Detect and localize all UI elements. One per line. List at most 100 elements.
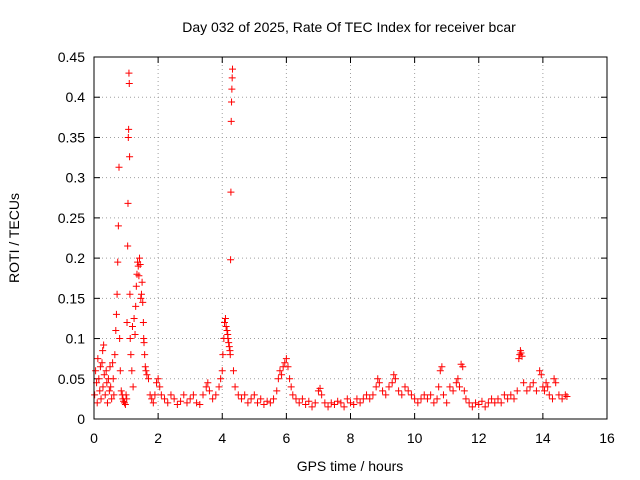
data-point (126, 153, 134, 161)
data-point (107, 383, 115, 391)
data-point (135, 272, 143, 280)
data-point (103, 379, 111, 387)
data-point (340, 403, 348, 411)
y-tick-label: 0.3 (66, 170, 86, 186)
y-tick-label: 0.2 (66, 250, 86, 266)
data-point (92, 367, 100, 375)
data-point (139, 298, 147, 306)
data-point (134, 262, 142, 270)
data-point (128, 322, 136, 330)
data-point (149, 399, 157, 407)
data-point (99, 383, 107, 391)
data-point (189, 391, 197, 399)
data-point (145, 375, 153, 383)
data-point (465, 399, 473, 407)
data-point (435, 383, 443, 391)
data-point (141, 363, 149, 371)
data-point (481, 403, 489, 411)
data-point (100, 371, 108, 379)
data-point (379, 387, 387, 395)
data-point (278, 371, 286, 379)
data-point (97, 395, 105, 403)
data-point (137, 290, 145, 298)
data-point (212, 391, 220, 399)
data-point (353, 395, 361, 403)
data-point (225, 343, 233, 351)
x-tick-label: 16 (599, 430, 615, 446)
y-tick-label: 0 (77, 411, 85, 427)
data-point (398, 391, 406, 399)
data-point (228, 74, 236, 82)
data-point (91, 391, 99, 399)
data-point (218, 367, 226, 375)
data-point (497, 399, 505, 407)
data-point (488, 395, 496, 403)
data-point (102, 367, 110, 375)
data-point (110, 391, 118, 399)
data-point (177, 397, 185, 405)
data-point (472, 399, 480, 407)
x-tick-label: 4 (218, 430, 226, 446)
data-point (112, 310, 120, 318)
data-point (414, 399, 422, 407)
data-point (532, 387, 540, 395)
data-point (382, 391, 390, 399)
x-tick-label: 12 (471, 430, 487, 446)
data-point (117, 387, 125, 395)
data-point (460, 387, 468, 395)
data-point (228, 98, 236, 106)
data-point (231, 383, 239, 391)
data-point (209, 395, 217, 403)
data-point (132, 282, 140, 290)
data-point (126, 335, 134, 343)
data-point (96, 387, 104, 395)
data-point (536, 367, 544, 375)
data-point (234, 391, 242, 399)
data-point (545, 391, 553, 399)
data-point (193, 399, 201, 407)
data-point (157, 391, 165, 399)
data-point (173, 401, 181, 409)
data-point (459, 363, 467, 371)
data-point (555, 391, 563, 399)
data-point (154, 375, 162, 383)
data-point (289, 391, 297, 399)
data-point (563, 392, 571, 400)
data-point (109, 359, 117, 367)
data-point (356, 399, 364, 407)
data-point (391, 375, 399, 383)
data-point (327, 399, 335, 407)
data-point (250, 391, 258, 399)
data-point (347, 399, 354, 407)
data-point (504, 395, 512, 403)
data-point (454, 375, 462, 383)
data-point (237, 395, 245, 403)
data-point (270, 395, 278, 403)
data-point (217, 375, 225, 383)
data-point (123, 318, 131, 326)
data-point (130, 314, 138, 322)
data-point (95, 375, 103, 383)
data-point (161, 395, 169, 403)
data-point (484, 399, 492, 407)
data-point (113, 290, 121, 298)
data-point (369, 391, 377, 399)
data-point (140, 339, 148, 347)
data-point (164, 399, 172, 407)
data-point (183, 399, 191, 407)
data-point (311, 399, 319, 407)
data-point (121, 401, 129, 409)
data-point (137, 294, 145, 302)
data-point (127, 351, 135, 359)
data-point (94, 355, 102, 363)
data-point (204, 379, 212, 387)
data-point (114, 258, 122, 266)
data-point (124, 242, 132, 250)
data-point (103, 399, 111, 407)
data-point (552, 379, 560, 387)
data-point (105, 387, 113, 395)
data-point (128, 367, 136, 375)
data-point (221, 314, 229, 322)
data-point (131, 331, 139, 339)
x-tick-label: 0 (90, 430, 98, 446)
